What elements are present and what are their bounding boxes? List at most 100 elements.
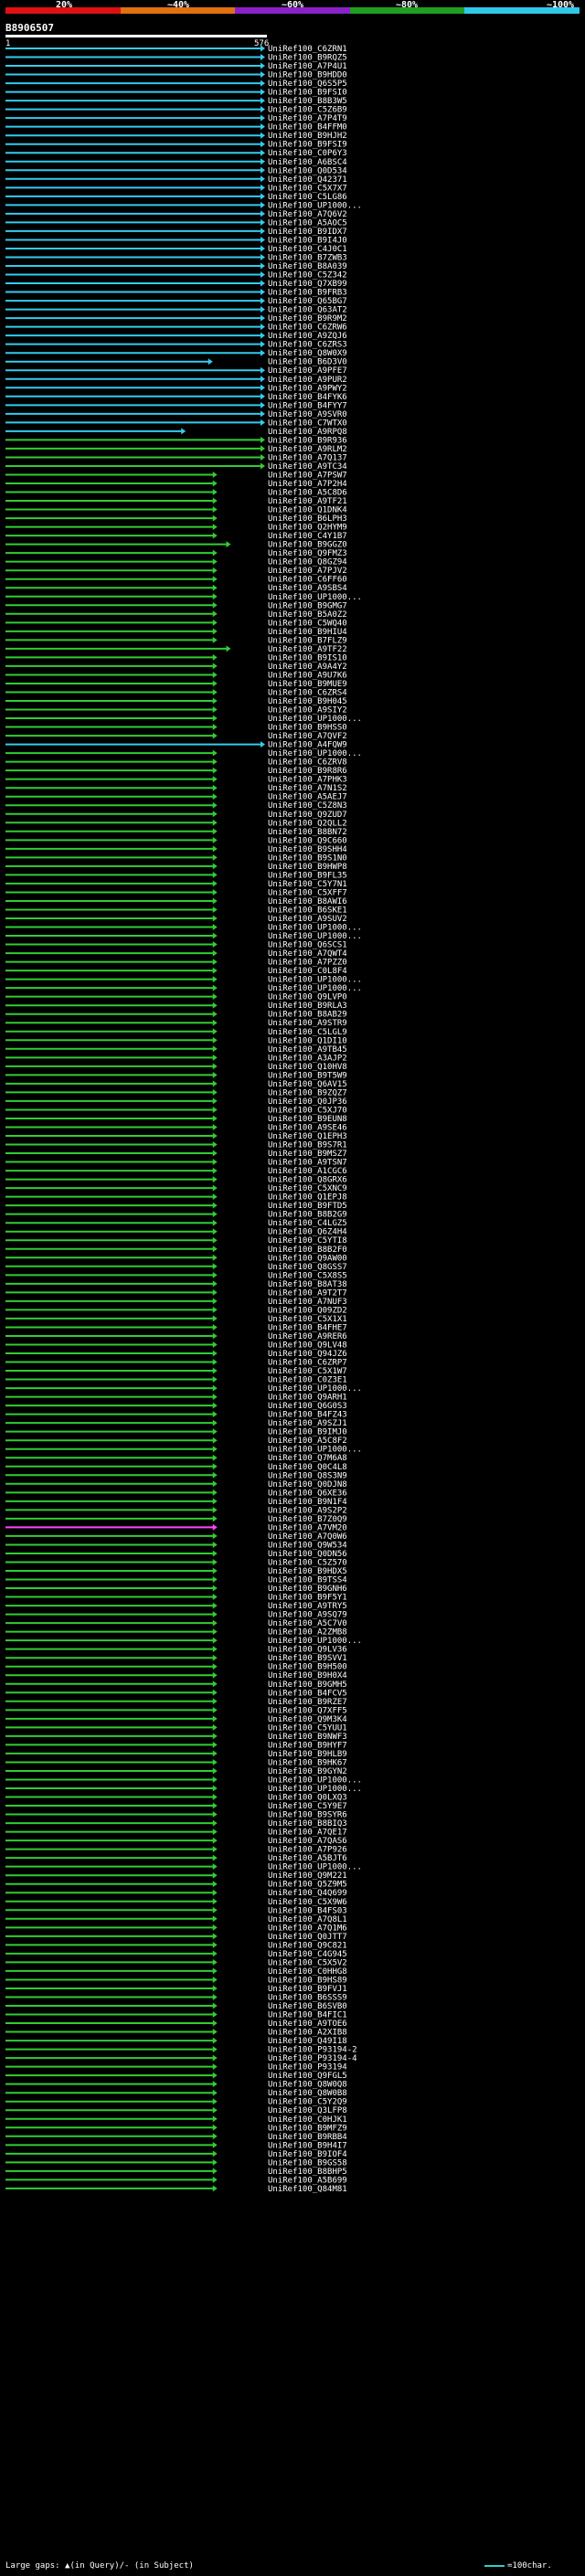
hit-label[interactable]: UniRef100_Q9C821 xyxy=(268,1941,347,1950)
hit-label[interactable]: UniRef100_B9MFZ9 xyxy=(268,2124,347,2133)
hit-label[interactable]: UniRef100_Q49I18 xyxy=(268,2037,347,2046)
hit-label[interactable]: UniRef100_Q8W0Q8 xyxy=(268,2081,347,2090)
hit-label[interactable]: UniRef100_B8B3W5 xyxy=(268,97,347,106)
hit-label[interactable]: UniRef100_Q9FGL5 xyxy=(268,2072,347,2081)
hit-label[interactable]: UniRef100_A9TRY5 xyxy=(268,1602,347,1611)
hit-label[interactable]: UniRef100_Q0DJN8 xyxy=(268,1480,347,1489)
hit-label[interactable]: UniRef100_B9RZE7 xyxy=(268,1698,347,1707)
hit-label[interactable]: UniRef100_Q6S5P5 xyxy=(268,80,347,89)
hit-label[interactable]: UniRef100_B9NWF3 xyxy=(268,1733,347,1742)
hit-label[interactable]: UniRef100_Q4Q699 xyxy=(268,1889,347,1898)
hit-label[interactable]: UniRef100_C6ZRS4 xyxy=(268,688,347,697)
hit-label[interactable]: UniRef100_A7QVF2 xyxy=(268,732,347,741)
hit-label[interactable]: UniRef100_Q8W0X9 xyxy=(268,349,347,358)
hit-label[interactable]: UniRef100_C5XFF7 xyxy=(268,888,347,897)
hit-label[interactable]: UniRef100_B9ZQZ7 xyxy=(268,1088,347,1097)
hit-label[interactable]: UniRef100_A7QAS6 xyxy=(268,1837,347,1846)
hit-label[interactable]: UniRef100_B9H045 xyxy=(268,697,347,706)
hit-label[interactable]: UniRef100_A9T2T7 xyxy=(268,1288,347,1298)
hit-label[interactable]: UniRef100_Q0C4L8 xyxy=(268,1463,347,1472)
hit-label[interactable]: UniRef100_B9IDX7 xyxy=(268,228,347,237)
hit-label[interactable]: UniRef100_P93194-2 xyxy=(268,2046,357,2055)
hit-label[interactable]: UniRef100_Q9FMZ3 xyxy=(268,549,347,558)
hit-label[interactable]: UniRef100_A5AOC5 xyxy=(268,218,347,228)
hit-label[interactable]: UniRef100_B9HSS0 xyxy=(268,724,347,733)
hit-label[interactable]: UniRef100_Q0LXQ3 xyxy=(268,1794,347,1803)
hit-label[interactable]: UniRef100_Q0D534 xyxy=(268,166,347,175)
hit-label[interactable]: UniRef100_C5YUU1 xyxy=(268,1723,347,1733)
hit-label[interactable]: UniRef100_A7QWT4 xyxy=(268,949,347,959)
hit-label[interactable]: UniRef100_B8BIQ3 xyxy=(268,1819,347,1829)
hit-label[interactable]: UniRef100_A5BJT6 xyxy=(268,1854,347,1863)
hit-label[interactable]: UniRef100_Q6AV15 xyxy=(268,1080,347,1089)
hit-label[interactable]: UniRef100_A9SBS4 xyxy=(268,584,347,593)
hit-label[interactable]: UniRef100_C5X7X7 xyxy=(268,184,347,193)
hit-label[interactable]: UniRef100_C5X5V2 xyxy=(268,1958,347,1967)
hit-label[interactable]: UniRef100_A9STR9 xyxy=(268,1019,347,1028)
hit-label[interactable]: UniRef100_B8AB29 xyxy=(268,1011,347,1020)
hit-label[interactable]: UniRef100_B9R936 xyxy=(268,436,347,445)
hit-label[interactable]: UniRef100_A7P4U1 xyxy=(268,62,347,71)
hit-label[interactable]: UniRef100_B6SKE1 xyxy=(268,906,347,915)
hit-label[interactable]: UniRef100_B4FFM0 xyxy=(268,123,347,133)
hit-label[interactable]: UniRef100_Q9W534 xyxy=(268,1541,347,1550)
hit-label[interactable]: UniRef100_B8B2F0 xyxy=(268,1246,347,1255)
hit-label[interactable]: UniRef100_Q9M221 xyxy=(268,1871,347,1881)
hit-label[interactable]: UniRef100_B9EUN8 xyxy=(268,1115,347,1124)
hit-label[interactable]: UniRef100_A9ZQJ6 xyxy=(268,332,347,341)
hit-label[interactable]: UniRef100_B4FZ43 xyxy=(268,1411,347,1420)
hit-label[interactable]: UniRef100_Q1DNK4 xyxy=(268,506,347,515)
hit-label[interactable]: UniRef100_B9HIU4 xyxy=(268,628,347,637)
hit-label[interactable]: UniRef100_UP1000... xyxy=(268,1637,362,1646)
hit-label[interactable]: UniRef100_B9N1F4 xyxy=(268,1498,347,1507)
hit-label[interactable]: UniRef100_Q2QLL2 xyxy=(268,819,347,828)
hit-label[interactable]: UniRef100_B9GYN2 xyxy=(268,1767,347,1776)
hit-label[interactable]: UniRef100_C6ZRV8 xyxy=(268,758,347,768)
hit-label[interactable]: UniRef100_A7P926 xyxy=(268,1846,347,1855)
hit-label[interactable]: UniRef100_Q6SCS1 xyxy=(268,941,347,950)
hit-label[interactable]: UniRef100_B9TSS4 xyxy=(268,1576,347,1585)
hit-label[interactable]: UniRef100_B9GGZ0 xyxy=(268,541,347,550)
hit-label[interactable]: UniRef100_Q5Z9M5 xyxy=(268,1881,347,1890)
hit-label[interactable]: UniRef100_UP1000... xyxy=(268,924,362,933)
hit-label[interactable]: UniRef100_UP1000... xyxy=(268,1384,362,1394)
hit-label[interactable]: UniRef100_A7Q1M6 xyxy=(268,1924,347,1933)
hit-label[interactable]: UniRef100_A9A4Y2 xyxy=(268,663,347,672)
hit-label[interactable]: UniRef100_Q8GSS7 xyxy=(268,1263,347,1272)
hit-label[interactable]: UniRef100_A7VM20 xyxy=(268,1523,347,1532)
hit-label[interactable]: UniRef100_UP1000... xyxy=(268,749,362,758)
hit-label[interactable]: UniRef100_Q6Z4H4 xyxy=(268,1228,347,1237)
hit-label[interactable]: UniRef100_A7Q137 xyxy=(268,453,347,462)
hit-label[interactable]: UniRef100_UP1000... xyxy=(268,1776,362,1785)
hit-label[interactable]: UniRef100_B9GS58 xyxy=(268,2158,347,2168)
hit-label[interactable]: UniRef100_A7Q8L1 xyxy=(268,1915,347,1924)
hit-label[interactable]: UniRef100_Q63AT2 xyxy=(268,306,347,315)
hit-label[interactable]: UniRef100_UP1000... xyxy=(268,976,362,985)
hit-label[interactable]: UniRef100_B7ZWB3 xyxy=(268,253,347,262)
hit-label[interactable]: UniRef100_Q84M81 xyxy=(268,2185,347,2194)
hit-label[interactable]: UniRef100_Q0JTT7 xyxy=(268,1933,347,1942)
hit-label[interactable]: UniRef100_A5AEJ7 xyxy=(268,793,347,802)
hit-label[interactable]: UniRef100_C5X8S5 xyxy=(268,1271,347,1280)
hit-label[interactable]: UniRef100_B9GMH5 xyxy=(268,1680,347,1690)
hit-label[interactable]: UniRef100_A9TF22 xyxy=(268,645,347,654)
hit-label[interactable]: UniRef100_C5Y7N1 xyxy=(268,880,347,889)
hit-label[interactable]: UniRef100_C5Y9E7 xyxy=(268,1802,347,1811)
hit-label[interactable]: UniRef100_C6ZRS3 xyxy=(268,341,347,350)
hit-label[interactable]: UniRef100_A3AJP2 xyxy=(268,1054,347,1063)
hit-label[interactable]: UniRef100_A7PHK3 xyxy=(268,776,347,785)
hit-label[interactable]: UniRef100_A9RLM2 xyxy=(268,445,347,454)
hit-label[interactable]: UniRef100_B9SHH4 xyxy=(268,845,347,854)
hit-label[interactable]: UniRef100_C5WQ40 xyxy=(268,619,347,628)
hit-label[interactable]: UniRef100_B9RBB4 xyxy=(268,2133,347,2142)
hit-label[interactable]: UniRef100_P93194-4 xyxy=(268,2054,357,2063)
hit-label[interactable]: UniRef100_B7Z0Q9 xyxy=(268,1515,347,1524)
hit-label[interactable]: UniRef100_Q1EPH3 xyxy=(268,1132,347,1141)
hit-label[interactable]: UniRef100_P93194 xyxy=(268,2063,347,2072)
hit-label[interactable]: UniRef100_C5X9W6 xyxy=(268,1898,347,1907)
hit-label[interactable]: UniRef100_UP1000... xyxy=(268,984,362,993)
hit-label[interactable]: UniRef100_B9IMJ0 xyxy=(268,1428,347,1437)
hit-label[interactable]: UniRef100_C5Z342 xyxy=(268,271,347,281)
hit-label[interactable]: UniRef100_A2XIB8 xyxy=(268,2029,347,2038)
hit-label[interactable]: UniRef100_A6BSC4 xyxy=(268,158,347,167)
